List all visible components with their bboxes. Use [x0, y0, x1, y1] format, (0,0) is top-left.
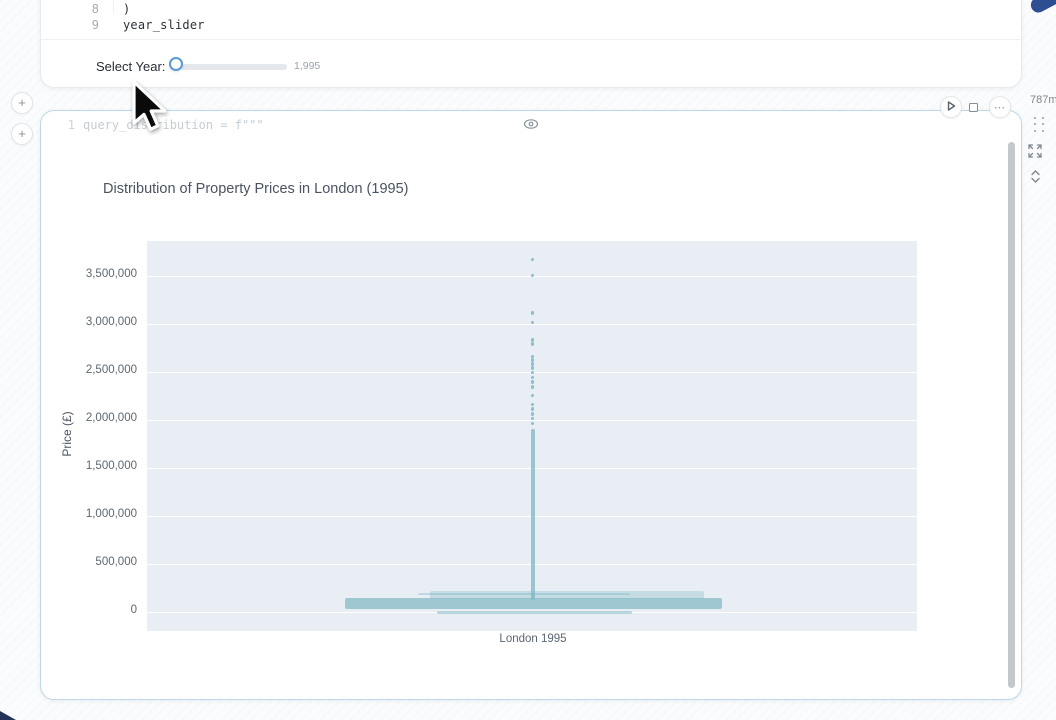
year-slider-thumb[interactable]: [169, 57, 183, 71]
data-point: [530, 358, 535, 362]
data-point: [530, 407, 535, 411]
year-slider-widget: Select Year: 1,995: [96, 57, 496, 79]
data-band: [344, 597, 723, 609]
collapse-expand-chevrons-icon[interactable]: [1029, 169, 1042, 189]
data-point: [530, 393, 535, 398]
play-icon: [946, 98, 956, 116]
gridline: [147, 323, 917, 325]
clipped-corner-shape: [1028, 0, 1056, 16]
clipped-corner-shape: [0, 711, 16, 720]
add-cell-button[interactable]: +: [11, 92, 33, 114]
data-column: [530, 429, 535, 601]
data-point: [530, 370, 535, 375]
data-point: [530, 385, 535, 389]
slider-label: Select Year:: [96, 59, 166, 74]
y-tick-label: 2,500,000: [85, 364, 137, 377]
data-point: [530, 412, 535, 416]
data-point: [530, 338, 535, 342]
eye-icon[interactable]: [522, 116, 540, 132]
y-tick-label: 3,000,000: [85, 316, 137, 329]
add-cell-button[interactable]: +: [11, 123, 33, 145]
line-number: 9: [91, 18, 99, 32]
x-axis-label: London 1995: [499, 633, 567, 645]
output-scrollbar[interactable]: [1008, 142, 1015, 688]
data-point: [530, 342, 535, 346]
expand-fullscreen-icon[interactable]: [1027, 143, 1043, 164]
slider-value: 1,995: [294, 60, 321, 72]
data-point: [530, 375, 535, 380]
run-cell-button[interactable]: [940, 96, 962, 118]
y-tick-label: 500,000: [95, 556, 137, 569]
line-number: 1: [67, 118, 75, 132]
line-number-divider: [113, 0, 114, 13]
drag-handle-icon[interactable]: [1034, 117, 1046, 133]
data-point: [530, 362, 535, 366]
y-tick-label: 0: [130, 604, 137, 617]
gridline: [147, 419, 917, 421]
data-band: [437, 611, 633, 614]
cell-year-slider: 8 ) 9 year_slider Select Year: 1,995: [40, 0, 1022, 88]
stop-icon: [968, 102, 978, 112]
cell-runtime-badge: 787m: [1030, 94, 1056, 106]
data-point: [530, 366, 535, 370]
y-tick-label: 1,000,000: [85, 508, 137, 521]
data-point: [530, 257, 535, 261]
code-line[interactable]: year_slider: [123, 18, 205, 32]
collapsed-code-row[interactable]: 1 query_distribution = f""": [41, 111, 1021, 137]
plot-area: [147, 241, 917, 631]
data-point: [530, 402, 535, 407]
data-point: [530, 380, 535, 384]
data-point: [530, 320, 535, 325]
stop-button[interactable]: [967, 101, 979, 113]
code-line[interactable]: ): [123, 2, 131, 16]
data-point: [530, 416, 535, 421]
data-point: [530, 273, 535, 278]
y-tick-label: 1,500,000: [85, 460, 137, 473]
data-band: [429, 591, 704, 599]
mouse-cursor: [126, 80, 172, 141]
data-band: [418, 592, 630, 595]
code-output-divider: [41, 39, 1021, 40]
line-number: 8: [91, 2, 99, 16]
data-point: [530, 354, 535, 359]
data-point: [530, 311, 535, 315]
ellipsis-icon: ⋯: [994, 101, 1006, 114]
cell-menu-button[interactable]: ⋯: [989, 96, 1011, 118]
code-line-faded[interactable]: query_distribution = f""": [83, 118, 264, 132]
year-slider-track[interactable]: [181, 64, 287, 70]
y-tick-label: 2,000,000: [85, 412, 137, 425]
data-point: [530, 421, 535, 426]
y-tick-label: 3,500,000: [85, 268, 137, 281]
chart-title: Distribution of Property Prices in Londo…: [103, 181, 409, 197]
